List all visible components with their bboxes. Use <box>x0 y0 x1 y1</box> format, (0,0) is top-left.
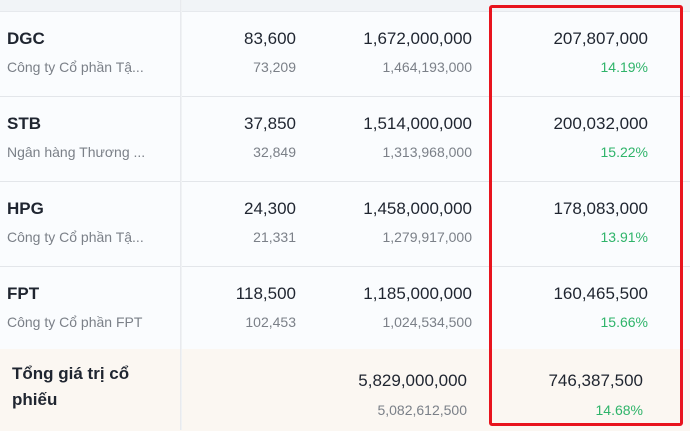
column-divider <box>180 0 182 430</box>
total-market-value: 5,829,000,000 <box>358 371 467 390</box>
total-cost-value: 5,082,612,500 <box>377 402 467 418</box>
avg-price: 21,331 <box>253 229 296 245</box>
table-row[interactable]: STB Ngân hàng Thương ... 37,850 32,849 1… <box>0 97 690 182</box>
table-row[interactable]: FPT Công ty Cổ phần FPT 118,500 102,453 … <box>0 267 690 352</box>
cost-value: 1,313,968,000 <box>382 144 472 160</box>
company-name: Công ty Cổ phần Tậ... <box>7 229 144 245</box>
market-value: 1,514,000,000 <box>363 114 472 133</box>
market-price: 37,850 <box>244 114 296 133</box>
market-value: 1,185,000,000 <box>363 284 472 303</box>
ticker: FPT <box>7 284 40 303</box>
company-name: Công ty Cổ phần Tậ... <box>7 59 144 75</box>
profit-percent: 15.22% <box>600 144 648 160</box>
table-row[interactable]: DGC Công ty Cổ phần Tậ... 83,600 73,209 … <box>0 12 690 97</box>
cost-value: 1,279,917,000 <box>382 229 472 245</box>
cost-value: 1,024,534,500 <box>382 314 472 330</box>
market-price: 24,300 <box>244 199 296 218</box>
table-header-strip <box>0 0 690 12</box>
profit: 207,807,000 <box>553 29 648 48</box>
profit: 200,032,000 <box>553 114 648 133</box>
avg-price: 73,209 <box>253 59 296 75</box>
avg-price: 32,849 <box>253 144 296 160</box>
profit-percent: 15.66% <box>600 314 648 330</box>
market-value: 1,458,000,000 <box>363 199 472 218</box>
company-name: Công ty Cổ phần FPT <box>7 314 143 330</box>
total-label: Tổng giá trị cổ phiếu <box>12 364 130 409</box>
profit: 160,465,500 <box>553 284 648 303</box>
profit: 178,083,000 <box>553 199 648 218</box>
profit-percent: 13.91% <box>600 229 648 245</box>
table-row[interactable]: HPG Công ty Cổ phần Tậ... 24,300 21,331 … <box>0 182 690 267</box>
market-price: 83,600 <box>244 29 296 48</box>
market-value: 1,672,000,000 <box>363 29 472 48</box>
cost-value: 1,464,193,000 <box>382 59 472 75</box>
ticker: DGC <box>7 29 45 48</box>
profit-percent: 14.19% <box>600 59 648 75</box>
company-name: Ngân hàng Thương ... <box>7 144 146 160</box>
total-profit-percent: 14.68% <box>595 402 643 418</box>
ticker: STB <box>7 114 41 133</box>
avg-price: 102,453 <box>245 314 296 330</box>
market-price: 118,500 <box>235 284 296 303</box>
total-row: Tổng giá trị cổ phiếu 5,829,000,000 5,08… <box>0 349 690 431</box>
total-profit: 746,387,500 <box>548 371 643 390</box>
ticker: HPG <box>7 199 44 218</box>
